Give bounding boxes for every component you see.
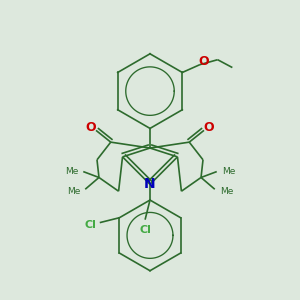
Text: Me: Me	[220, 187, 233, 196]
Text: Me: Me	[222, 167, 235, 176]
Text: Cl: Cl	[84, 220, 96, 230]
Text: N: N	[144, 177, 156, 191]
Text: O: O	[86, 121, 96, 134]
Text: O: O	[199, 55, 209, 68]
Text: Me: Me	[65, 167, 78, 176]
Text: Me: Me	[67, 187, 80, 196]
Text: Cl: Cl	[139, 224, 151, 235]
Text: O: O	[204, 121, 214, 134]
